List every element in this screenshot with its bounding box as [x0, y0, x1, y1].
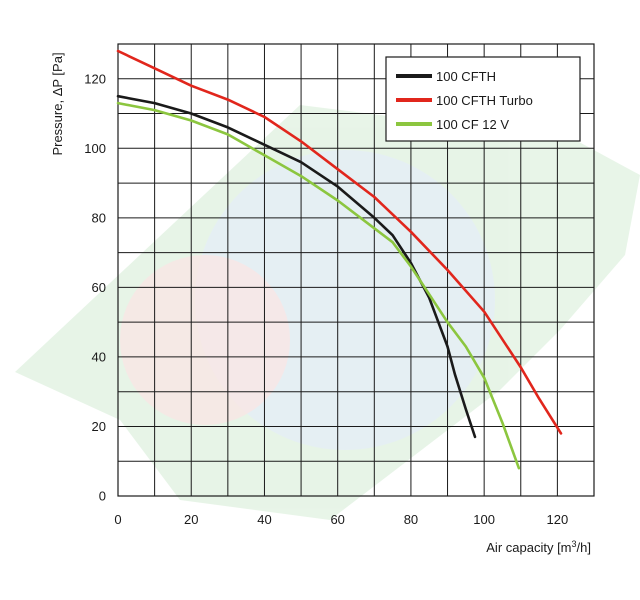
x-axis-title: Air capacity [m3/h]: [486, 539, 591, 555]
y-tick-label: 40: [92, 349, 106, 364]
x-tick-label: 40: [257, 512, 271, 527]
plot-frame: [117, 43, 595, 497]
y-axis-ticks: 0 20 40 60 80 100 120: [84, 71, 106, 503]
x-axis-ticks: 0 20 40 60 80 100 120: [114, 512, 568, 527]
y-tick-label: 120: [84, 71, 106, 86]
x-axis-title-superscript: 3: [572, 539, 577, 549]
watermark-blue-circle: [195, 150, 495, 450]
x-tick-label: 80: [404, 512, 418, 527]
x-tick-label: 20: [184, 512, 198, 527]
watermark-logo: [15, 105, 640, 520]
y-axis-title: Pressure, ΔP [Pa]: [50, 52, 65, 155]
x-tick-label: 0: [114, 512, 121, 527]
x-axis-title-main: Air capacity [m: [486, 540, 571, 555]
legend-label-2: 100 CFTH Turbo: [436, 93, 533, 108]
series-lines: [116, 49, 563, 470]
legend: 100 CFTH 100 CFTH Turbo 100 CF 12 V: [385, 56, 581, 142]
x-tick-label: 100: [473, 512, 495, 527]
x-tick-label: 60: [330, 512, 344, 527]
series-line-2: [116, 49, 563, 435]
watermark-red-circle: [120, 255, 290, 425]
y-tick-label: 60: [92, 280, 106, 295]
series-line-3: [116, 101, 521, 470]
x-tick-label: 120: [547, 512, 569, 527]
y-tick-label: 0: [99, 489, 106, 504]
y-tick-label: 20: [92, 419, 106, 434]
legend-label-1: 100 CFTH: [436, 69, 496, 84]
legend-label-3: 100 CF 12 V: [436, 117, 509, 132]
y-tick-label: 100: [84, 141, 106, 156]
y-tick-label: 80: [92, 210, 106, 225]
x-axis-title-tail: /h]: [577, 540, 591, 555]
series-line-1: [116, 94, 477, 439]
